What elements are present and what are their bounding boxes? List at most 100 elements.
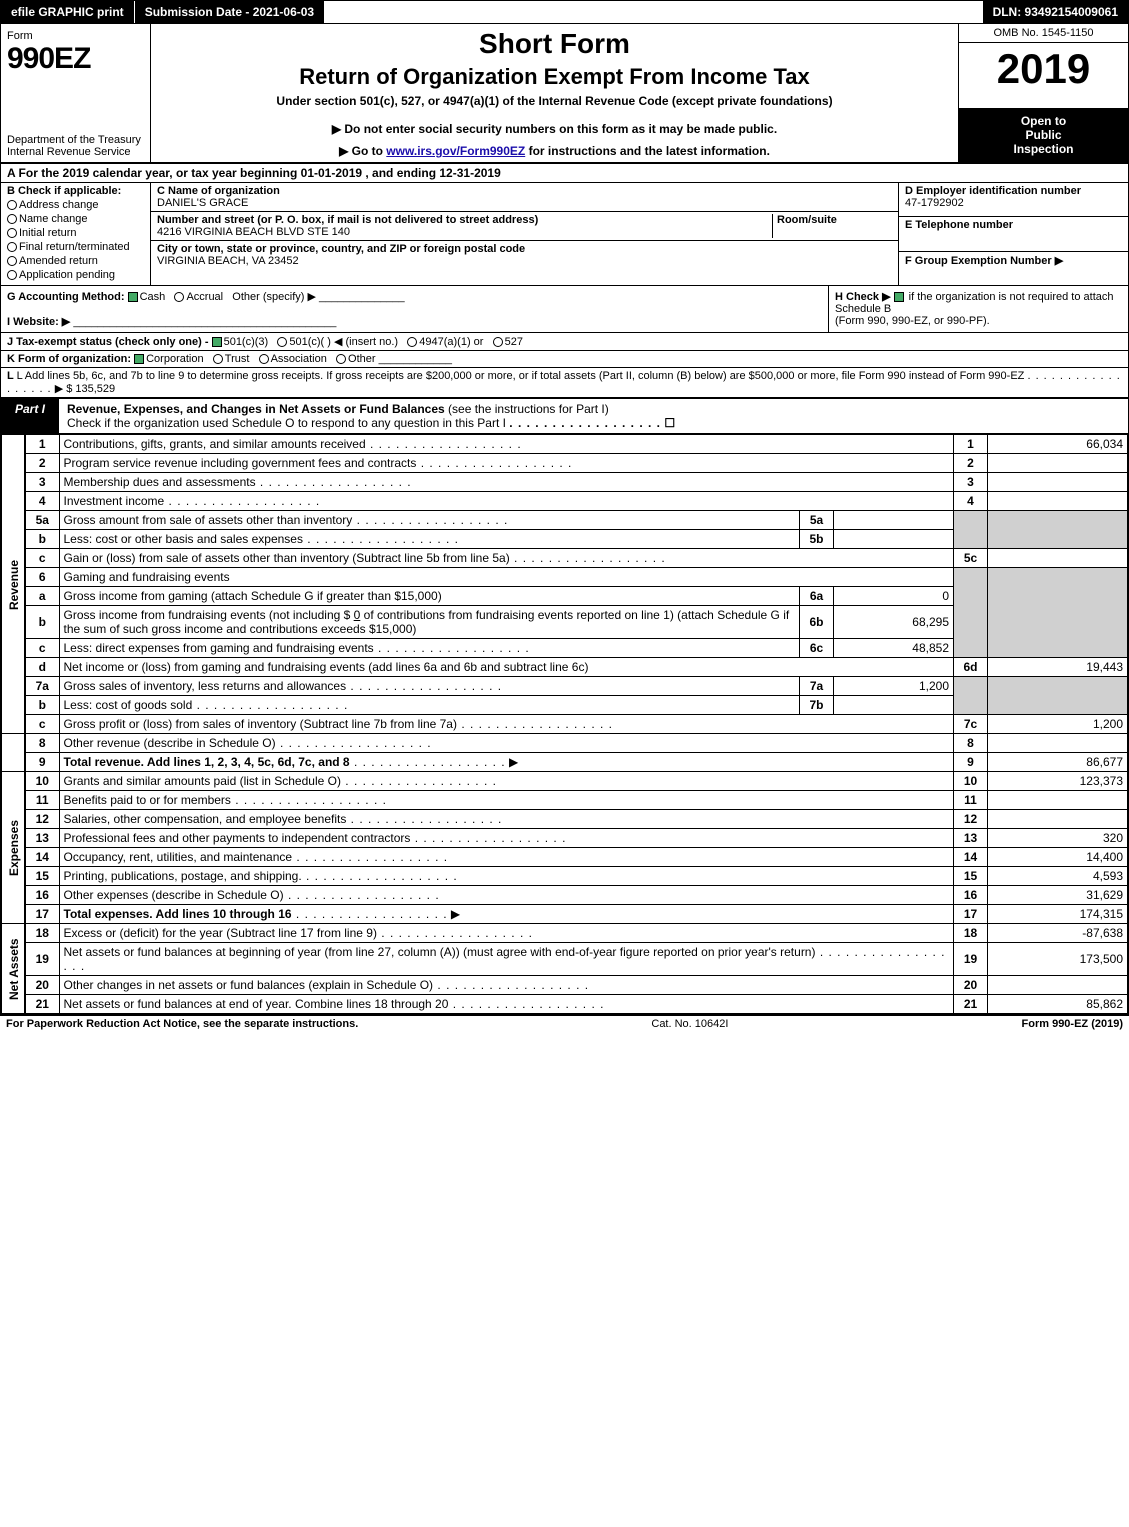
line-h-line2: (Form 990, 990-EZ, or 990-PF). [835,315,990,327]
row-14-col: 14 [954,848,988,867]
row-7a-inner-n: 7a [800,677,834,696]
chk-name-change[interactable]: Name change [7,213,144,225]
page-footer: For Paperwork Reduction Act Notice, see … [0,1015,1129,1032]
row-21-col: 21 [954,995,988,1014]
ein-label: D Employer identification number [905,185,1081,197]
row-21-num: 21 [25,995,59,1014]
row-7a-num: 7a [25,677,59,696]
row-4-label: Investment income [64,494,165,508]
row-8-amt [988,734,1128,753]
row-3-col: 3 [954,473,988,492]
row-14-label: Occupancy, rent, utilities, and maintena… [64,850,293,864]
row-5a: 5a Gross amount from sale of assets othe… [2,511,1128,530]
row-5b-num: b [25,530,59,549]
row-7ab-grey-amt [988,677,1128,715]
row-19: 19 Net assets or fund balances at beginn… [2,943,1128,976]
chk-application-pending[interactable]: Application pending [7,269,144,281]
accrual-checkbox[interactable] [174,292,184,302]
line-j-prefix: J Tax-exempt status (check only one) - [7,336,212,348]
row-9-num: 9 [25,753,59,772]
submission-date-label: Submission Date - 2021-06-03 [135,1,325,23]
k-assoc-checkbox[interactable] [259,354,269,364]
row-5c-label: Gain or (loss) from sale of assets other… [64,551,510,565]
row-10: Expenses 10 Grants and similar amounts p… [2,772,1128,791]
row-17-col: 17 [954,905,988,924]
k-trust-checkbox[interactable] [213,354,223,364]
short-form-title: Short Form [157,28,952,60]
row-18-amt: -87,638 [988,924,1128,943]
row-5a-num: 5a [25,511,59,530]
row-17-label: Total expenses. Add lines 10 through 16 [64,907,292,921]
netassets-section-label: Net Assets [2,924,26,1014]
j-o4: 527 [505,336,523,348]
line-l-amount-prefix: ▶ $ [55,383,76,395]
row-10-col: 10 [954,772,988,791]
chk-address-change[interactable]: Address change [7,199,144,211]
part-1-check-suffix: ☐ [664,416,675,430]
row-3: 3 Membership dues and assessments 3 [2,473,1128,492]
revenue-section-cont [2,734,26,772]
row-1-num: 1 [25,435,59,454]
row-7b-num: b [25,696,59,715]
top-bar: efile GRAPHIC print Submission Date - 20… [0,0,1129,24]
under-section-text: Under section 501(c), 527, or 4947(a)(1)… [157,94,952,108]
j-501c3-checkbox[interactable] [212,337,222,347]
row-18: Net Assets 18 Excess or (deficit) for th… [2,924,1128,943]
department-label: Department of the Treasury [7,134,141,146]
schedule-b-checkbox[interactable] [894,292,904,302]
j-527-checkbox[interactable] [493,337,503,347]
goto-suffix: for instructions and the latest informat… [525,144,770,158]
efile-print-button[interactable]: efile GRAPHIC print [1,1,135,23]
row-6b-inner-amt: 68,295 [834,606,954,639]
row-2-num: 2 [25,454,59,473]
goto-note: ▶ Go to www.irs.gov/Form990EZ for instru… [157,144,952,158]
k-other-checkbox[interactable] [336,354,346,364]
k-corp-checkbox[interactable] [134,354,144,364]
row-18-label: Excess or (deficit) for the year (Subtra… [64,926,377,940]
row-8-label: Other revenue (describe in Schedule O) [64,736,276,750]
row-17-amt: 174,315 [988,905,1128,924]
row-20-col: 20 [954,976,988,995]
chk-amended-return[interactable]: Amended return [7,255,144,267]
row-20-label: Other changes in net assets or fund bala… [64,978,434,992]
row-13-col: 13 [954,829,988,848]
irs-link[interactable]: www.irs.gov/Form990EZ [386,144,525,158]
line-h: H Check ▶ if the organization is not req… [828,286,1128,332]
chk-final-return[interactable]: Final return/terminated [7,241,144,253]
footer-right: Form 990-EZ (2019) [1022,1018,1123,1030]
j-4947-checkbox[interactable] [407,337,417,347]
line-g: G Accounting Method: Cash Accrual Other … [1,286,828,332]
row-4: 4 Investment income 4 [2,492,1128,511]
j-501c-checkbox[interactable] [277,337,287,347]
row-6: 6 Gaming and fundraising events [2,568,1128,587]
row-7c-amt: 1,200 [988,715,1128,734]
row-5ab-grey-col [954,511,988,549]
chk-initial-return[interactable]: Initial return [7,227,144,239]
j-o1: 501(c)(3) [224,336,269,348]
entity-block: B Check if applicable: Address change Na… [1,183,1128,286]
section-d-e-f: D Employer identification number 47-1792… [898,183,1128,285]
row-9-col: 9 [954,753,988,772]
cash-label: Cash [140,291,166,303]
line-g-h: G Accounting Method: Cash Accrual Other … [1,286,1128,333]
row-5a-label: Gross amount from sale of assets other t… [64,513,353,527]
row-21-amt: 85,862 [988,995,1128,1014]
tax-year: 2019 [959,43,1128,108]
row-5c: c Gain or (loss) from sale of assets oth… [2,549,1128,568]
line-a: A For the 2019 calendar year, or tax yea… [1,164,1128,183]
cash-checkbox[interactable] [128,292,138,302]
form-header: Form 990EZ Department of the Treasury In… [1,24,1128,164]
return-title: Return of Organization Exempt From Incom… [157,64,952,90]
part-1-tab: Part I [1,399,59,433]
city-value: VIRGINIA BEACH, VA 23452 [157,255,299,267]
row-3-amt [988,473,1128,492]
j-o3: 4947(a)(1) or [419,336,483,348]
row-5b-inner-n: 5b [800,530,834,549]
row-6c-inner-n: 6c [800,639,834,658]
row-1-col: 1 [954,435,988,454]
row-10-amt: 123,373 [988,772,1128,791]
row-7b-label: Less: cost of goods sold [64,698,193,712]
row-20: 20 Other changes in net assets or fund b… [2,976,1128,995]
other-label: Other (specify) ▶ [232,291,316,303]
row-19-num: 19 [25,943,59,976]
